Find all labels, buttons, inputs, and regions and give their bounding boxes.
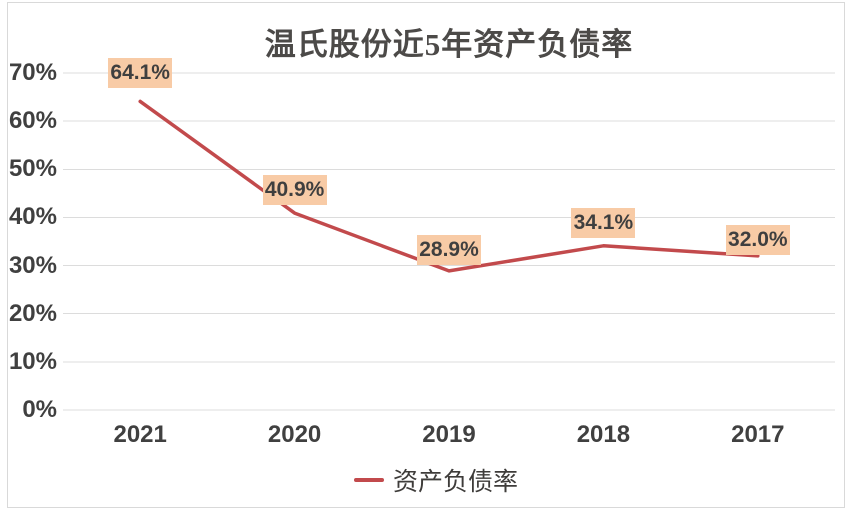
data-label: 64.1%	[108, 58, 173, 89]
data-label: 40.9%	[262, 175, 327, 206]
chart-title: 温氏股份近5年资产负债率	[264, 27, 634, 62]
data-label: 32.0%	[725, 224, 790, 255]
y-tick-label: 50%	[8, 155, 57, 183]
y-tick-label: 60%	[8, 107, 57, 135]
y-tick-label: 20%	[8, 299, 57, 327]
x-tick-label: 2019	[422, 421, 476, 448]
y-tick-label: 30%	[8, 251, 57, 279]
data-label: 34.1%	[571, 207, 636, 238]
y-tick-label: 10%	[8, 347, 57, 375]
series-line	[138, 99, 760, 273]
y-tick-label: 0%	[22, 396, 57, 423]
x-tick-label: 2017	[731, 421, 785, 448]
data-label: 28.9%	[417, 234, 481, 265]
x-tick-label: 2021	[113, 421, 167, 448]
gridlines	[63, 72, 835, 411]
legend-line-swatch	[354, 478, 384, 482]
x-tick-label: 2020	[267, 421, 322, 448]
legend: 资产负债率	[354, 465, 519, 496]
legend-label: 资产负债率	[393, 469, 519, 496]
y-tick-label: 70%	[8, 59, 57, 86]
x-tick-label: 2018	[576, 421, 631, 448]
y-tick-label: 40%	[8, 203, 57, 231]
